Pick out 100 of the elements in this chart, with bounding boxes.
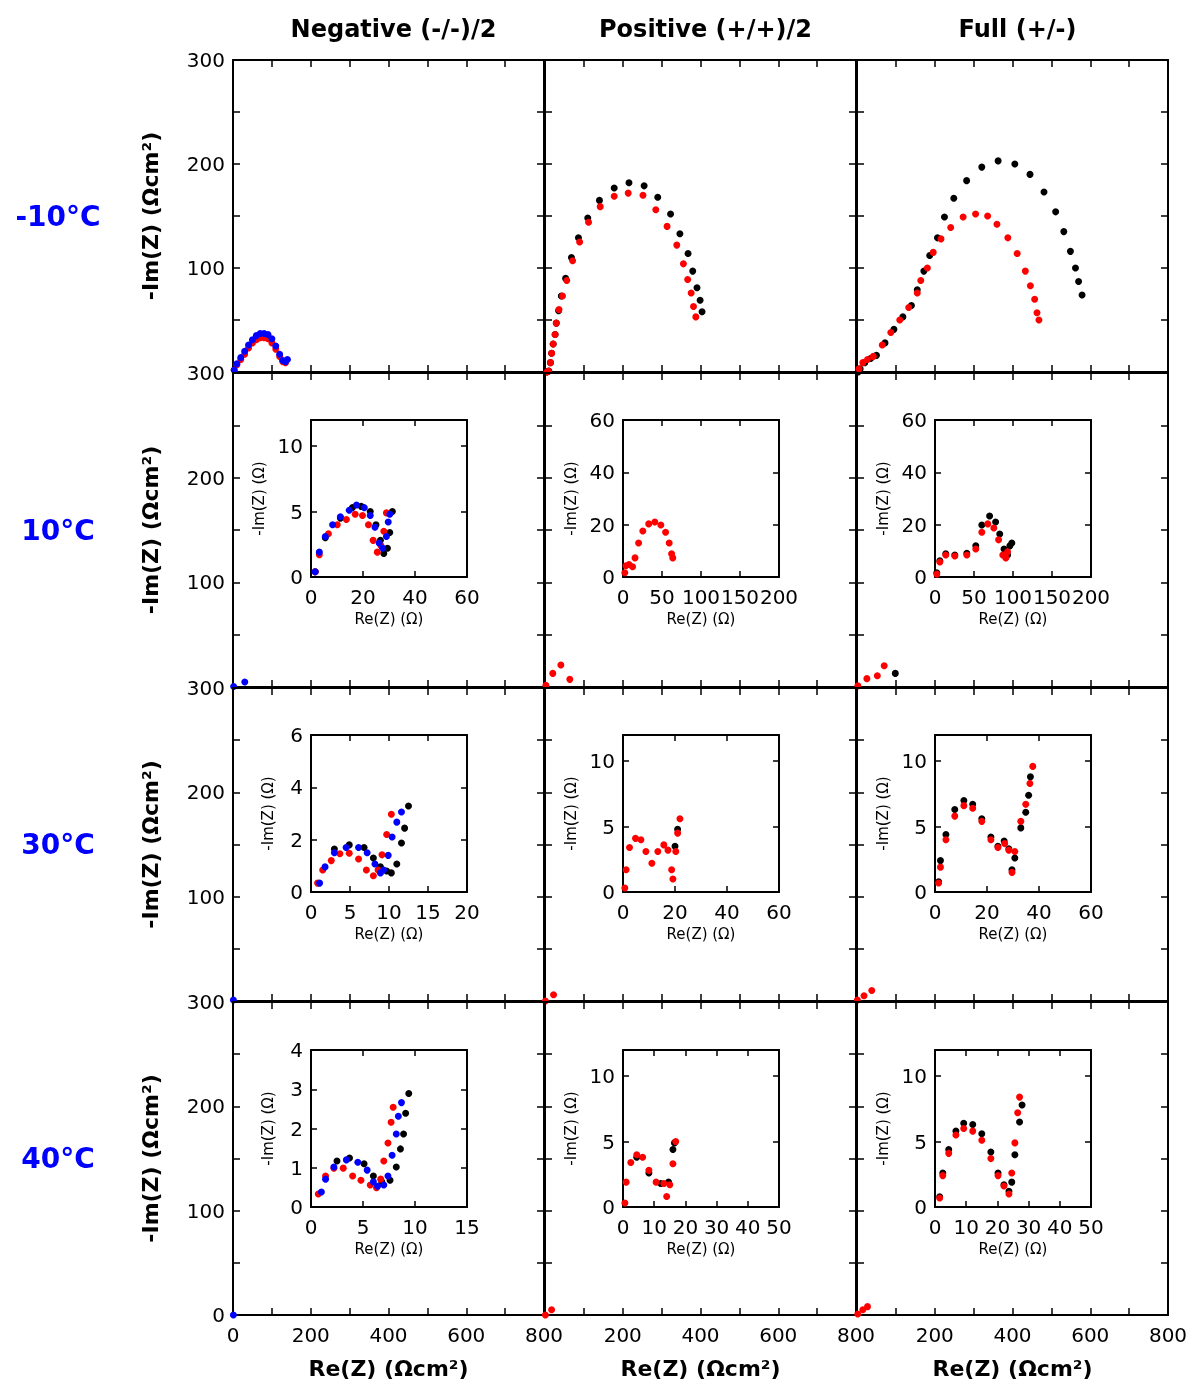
y-tick-label: 0 <box>212 1303 225 1327</box>
x-tick-label: 600 <box>447 1323 486 1347</box>
x-tick-label: 15 <box>454 1215 480 1239</box>
x-axis-title: Re(Z) (Ω) <box>978 610 1048 629</box>
x-axis-title: Re(Z) (Ω) <box>978 1240 1048 1259</box>
x-tick-label: 30 <box>703 1215 730 1239</box>
x-axis-title: Re(Z) (Ω) <box>978 925 1048 944</box>
x-axis-title: Re(Z) (Ωcm²) <box>308 1355 469 1381</box>
x-tick-label: 150 <box>720 585 760 609</box>
y-axis-title: -Im(Z) (Ωcm²) <box>137 1074 163 1243</box>
x-tick-label: 60 <box>1078 900 1104 924</box>
x-tick-label: 40 <box>1026 900 1052 924</box>
y-tick-label: 1 <box>290 1155 303 1180</box>
y-tick-label: 300 <box>186 990 225 1014</box>
y-tick-label: 10 <box>901 1064 927 1089</box>
y-axis-title: -Im(Z) (Ω) <box>258 1091 277 1166</box>
x-tick-label: 5 <box>356 1215 370 1239</box>
x-tick-label: 40 <box>402 585 428 609</box>
x-tick-label: 800 <box>524 1323 564 1347</box>
y-tick-label: 5 <box>602 1129 615 1154</box>
x-tick-label: 5 <box>343 900 357 924</box>
x-tick-label: 400 <box>369 1323 408 1347</box>
y-tick-label: 0 <box>602 880 615 904</box>
y-tick-label: 60 <box>901 408 927 432</box>
y-tick-label: 5 <box>602 814 615 839</box>
x-tick-label: 50 <box>961 585 987 609</box>
y-tick-label: 0 <box>602 565 615 589</box>
y-tick-label: 5 <box>290 499 303 524</box>
y-tick-label: 2 <box>290 1116 303 1141</box>
y-tick-label: 0 <box>914 1195 927 1219</box>
x-tick-label: 40 <box>735 1215 761 1239</box>
text: 10°C <box>21 513 95 547</box>
chart-title: Positive (+/+)/2 <box>599 15 812 43</box>
y-tick-label: 0 <box>290 1195 303 1219</box>
x-tick-label: 20 <box>662 900 688 924</box>
y-axis-title: -Im(Z) (Ωcm²) <box>137 131 163 301</box>
y-tick-label: 300 <box>186 676 225 700</box>
x-tick-label: 20 <box>350 585 376 609</box>
y-axis-title: -Im(Z) (Ω) <box>258 776 277 851</box>
y-axis-title: -Im(Z) (Ω) <box>874 776 893 851</box>
y-tick-label: 3 <box>290 1077 303 1102</box>
x-tick-label: 0 <box>226 1323 240 1347</box>
y-axis-title: -Im(Z) (Ω) <box>562 461 581 536</box>
text: -10°C <box>15 199 101 233</box>
x-tick-label: 10 <box>953 1215 979 1239</box>
y-tick-label: 10 <box>901 749 927 774</box>
x-tick-label: 200 <box>759 585 799 609</box>
y-axis-title: -Im(Z) (Ω) <box>562 776 581 851</box>
y-tick-label: 4 <box>290 1038 303 1062</box>
chart-title: Negative (-/-)/2 <box>290 15 497 43</box>
y-axis-title: -Im(Z) (Ω) <box>562 1091 581 1166</box>
text: 30°C <box>21 828 95 861</box>
y-axis-title: -Im(Z) (Ωcm²) <box>137 445 163 615</box>
x-tick-label: 40 <box>714 900 740 924</box>
x-tick-label: 150 <box>1032 585 1072 609</box>
x-tick-label: 400 <box>993 1323 1032 1347</box>
x-tick-label: 200 <box>1071 585 1111 609</box>
x-tick-label: 800 <box>1148 1323 1188 1347</box>
y-tick-label: 20 <box>589 512 615 537</box>
y-axis-title: -Im(Z) (Ω) <box>874 1091 893 1166</box>
x-tick-label: 100 <box>681 585 721 609</box>
x-tick-label: 15 <box>415 900 441 924</box>
y-tick-label: 0 <box>290 880 303 904</box>
x-tick-label: 600 <box>1071 1323 1110 1347</box>
x-tick-label: 40 <box>1047 1215 1073 1239</box>
x-tick-label: 50 <box>766 1215 792 1239</box>
x-axis-title: Re(Z) (Ω) <box>666 1240 736 1259</box>
y-tick-label: 60 <box>589 408 615 432</box>
y-tick-label: 0 <box>914 880 927 904</box>
y-axis-title: -Im(Z) (Ω) <box>250 461 269 536</box>
x-tick-label: 10 <box>641 1215 667 1239</box>
x-axis-title: Re(Z) (Ω) <box>354 610 424 629</box>
x-tick-label: 20 <box>974 900 1000 924</box>
text: 40°C <box>21 1142 95 1175</box>
y-tick-label: 200 <box>186 1094 225 1119</box>
y-tick-label: 200 <box>186 152 225 176</box>
y-tick-label: 100 <box>186 256 225 280</box>
y-tick-label: 10 <box>589 1064 615 1089</box>
y-tick-label: 10 <box>277 434 303 459</box>
x-axis-title: Re(Z) (Ωcm²) <box>932 1355 1093 1381</box>
y-tick-label: 5 <box>914 814 927 839</box>
y-tick-label: 20 <box>901 512 927 537</box>
x-tick-label: 60 <box>454 585 480 609</box>
y-tick-label: 2 <box>290 827 303 852</box>
x-axis-title: Re(Z) (Ω) <box>666 925 736 944</box>
y-tick-label: 100 <box>186 1198 225 1223</box>
x-tick-label: 20 <box>984 1215 1011 1239</box>
y-tick-label: 0 <box>914 565 927 589</box>
x-tick-label: 20 <box>672 1215 699 1239</box>
x-tick-label: 800 <box>836 1323 876 1347</box>
y-tick-label: 6 <box>290 723 303 747</box>
y-tick-label: 0 <box>602 1195 615 1219</box>
y-tick-label: 40 <box>901 460 927 485</box>
y-tick-label: 200 <box>186 465 225 490</box>
x-tick-label: 50 <box>1078 1215 1104 1239</box>
x-tick-label: 10 <box>402 1215 428 1239</box>
x-tick-label: 50 <box>649 585 675 609</box>
y-tick-label: 10 <box>589 749 615 774</box>
x-axis-title: Re(Z) (Ω) <box>666 610 736 629</box>
y-tick-label: 300 <box>186 361 225 385</box>
